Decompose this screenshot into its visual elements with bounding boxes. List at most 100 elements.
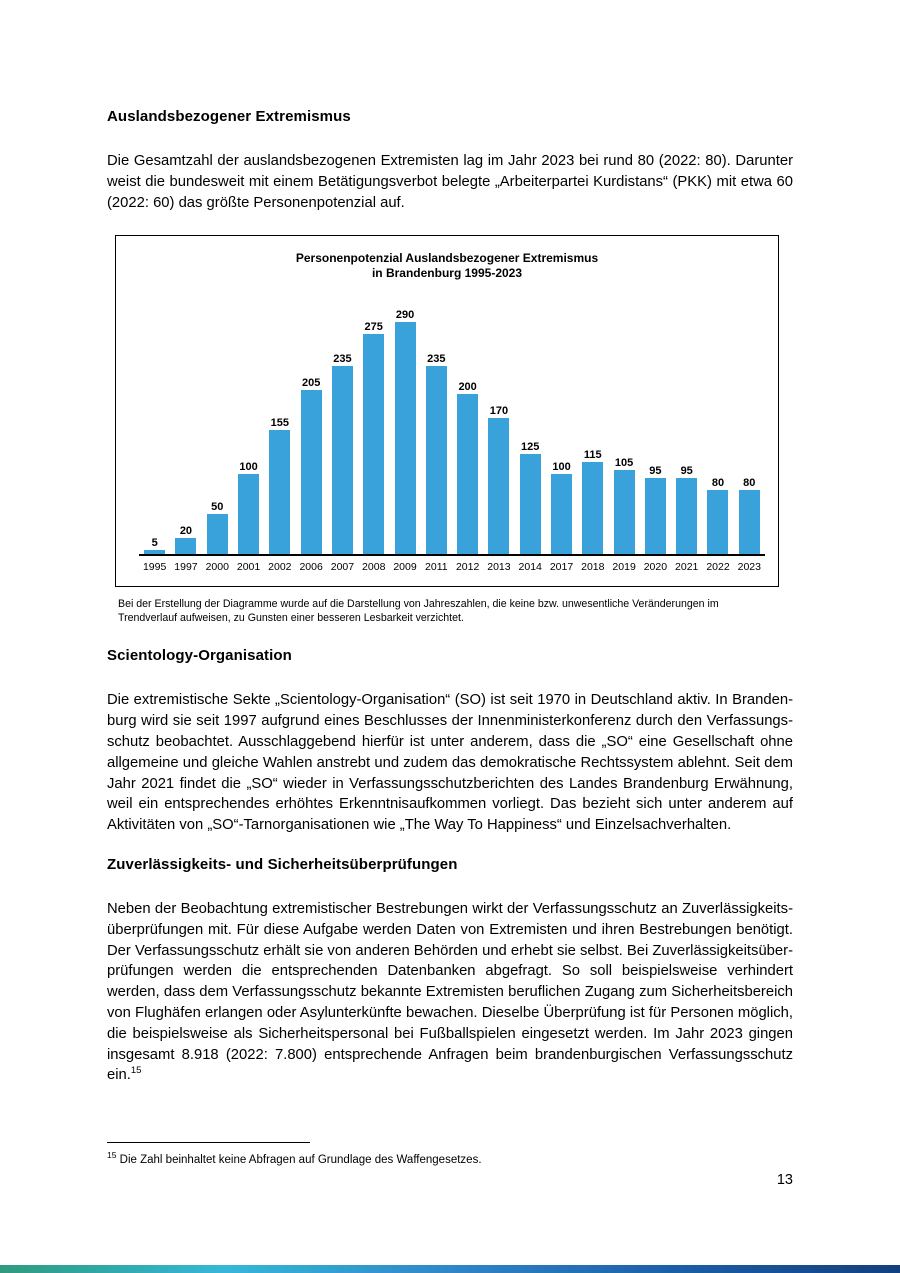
bar-column: 170 <box>483 405 514 555</box>
bar <box>644 478 666 555</box>
bar <box>738 490 760 555</box>
paragraph-auslandsbezogener-extremismus: Die Gesamtzahl der auslandsbezogenen Ext… <box>107 153 793 211</box>
bar-column: 105 <box>608 457 639 555</box>
chart-title-line1: Personenpotenzial Auslandsbezogener Extr… <box>295 251 599 266</box>
x-tick-label: 2023 <box>737 561 761 574</box>
bar-value-label: 155 <box>270 417 290 430</box>
footnote-marker: 15 <box>107 1150 117 1160</box>
bar-value-label: 5 <box>151 537 158 550</box>
bar-column: 50 <box>202 501 233 555</box>
bar <box>238 474 260 555</box>
footnote-block: 15 Die Zahl beinhaltet keine Abfragen au… <box>107 1142 793 1166</box>
bar <box>425 366 447 555</box>
bar-column: 100 <box>233 461 264 555</box>
bar-column: 115 <box>577 449 608 555</box>
bar-column: 100 <box>546 461 577 555</box>
chart-title-line2: in Brandenburg 1995-2023 <box>371 266 523 281</box>
bar <box>613 470 635 555</box>
chart-title: Personenpotenzial Auslandsbezogener Extr… <box>116 236 778 281</box>
bar-column: 95 <box>671 465 702 555</box>
bar-value-label: 95 <box>680 465 693 478</box>
x-tick-label: 2001 <box>236 561 261 574</box>
bar-column: 155 <box>264 417 295 555</box>
bar-value-label: 95 <box>649 465 662 478</box>
bar-column: 20 <box>170 525 201 555</box>
bar-value-label: 80 <box>711 477 725 490</box>
bar-column: 200 <box>452 381 483 555</box>
x-tick-label: 2011 <box>425 561 448 574</box>
footnote-body: Die Zahl beinhaltet keine Abfragen auf G… <box>116 1153 482 1166</box>
paragraph-scientology: Die extremistische Sekte „Scientology-Or… <box>107 692 793 834</box>
bar-column: 235 <box>327 353 358 555</box>
bar-column: 290 <box>389 309 420 555</box>
bar <box>206 514 228 555</box>
bar-value-label: 235 <box>427 353 446 366</box>
chart-footnote-caption: Bei der Erstellung der Diagramme wurde a… <box>118 598 719 625</box>
bar-value-label: 100 <box>552 461 571 474</box>
bar-column: 235 <box>421 353 452 555</box>
bar-column: 205 <box>295 377 326 555</box>
bar <box>582 462 604 555</box>
bar-value-label: 100 <box>239 461 258 474</box>
bar <box>144 550 166 555</box>
bar <box>676 478 698 555</box>
bar-value-label: 115 <box>583 449 602 462</box>
bar-value-label: 235 <box>333 353 352 366</box>
bar <box>551 474 572 555</box>
x-tick-label: 1997 <box>174 561 198 574</box>
bar-value-label: 105 <box>614 457 634 470</box>
bar-value-label: 200 <box>458 381 477 394</box>
bar <box>488 418 510 555</box>
chart-plot-area: 5 20 50 100 155 205 235 275 290 235 200 170 125 100 11… <box>139 298 765 586</box>
bar-value-label: 170 <box>489 405 509 418</box>
bar <box>269 430 291 555</box>
bar-column: 80 <box>734 477 765 555</box>
x-tick-label: 2009 <box>393 561 417 574</box>
bar-value-label: 275 <box>364 321 383 334</box>
x-tick-label: 2018 <box>581 561 605 574</box>
x-tick-label: 2017 <box>549 561 574 574</box>
bar-column: 80 <box>702 477 733 555</box>
footnote-text: 15 Die Zahl beinhaltet keine Abfragen au… <box>107 1150 793 1166</box>
x-tick-label: 1995 <box>142 561 167 574</box>
chart-x-axis-labels: 1995 1997 2000 2001 2002 2006 2007 2008 2009 2011… <box>139 561 765 586</box>
x-tick-label: 2002 <box>268 561 292 574</box>
bar <box>363 334 385 555</box>
bar-chart-figure: Personenpotenzial Auslandsbezogener Extr… <box>115 235 779 588</box>
x-tick-label: 2020 <box>643 561 668 574</box>
bar-column: 275 <box>358 321 389 555</box>
bar <box>457 394 479 555</box>
x-tick-label: 2007 <box>330 561 355 574</box>
bar <box>707 490 729 555</box>
section-heading-scientology: Scientology-Organisation <box>107 647 292 665</box>
bar <box>394 322 416 555</box>
bar <box>519 454 541 555</box>
footer-gradient-bar <box>0 1265 900 1273</box>
bar-value-label: 50 <box>211 501 224 514</box>
bar-column: 95 <box>640 465 671 555</box>
section-heading-zuverlaessigkeit: Zuverlässigkeits- und Sicherheitsüberprü… <box>107 855 458 873</box>
x-tick-label: 2021 <box>675 561 699 574</box>
x-tick-label: 2019 <box>612 561 636 574</box>
x-tick-label: 2006 <box>299 561 323 574</box>
bar <box>300 390 322 555</box>
x-tick-label: 2014 <box>518 561 542 574</box>
paragraph-zuverlaessigkeit: Neben der Beobachtung extremistischer Be… <box>107 899 793 1086</box>
bar-value-label: 290 <box>395 309 415 322</box>
bar-value-label: 20 <box>179 525 193 538</box>
paragraph-zuverlaessigkeit-text: Neben der Beobachtung extremistischer Be… <box>107 900 793 1084</box>
x-tick-label: 2012 <box>455 561 480 574</box>
x-tick-label: 2000 <box>205 561 229 574</box>
chart-bars: 5 20 50 100 155 205 235 275 290 235 200 170 125 100 11… <box>139 298 765 557</box>
bar-value-label: 125 <box>521 441 540 454</box>
page-number: 13 <box>776 1172 793 1188</box>
section-heading-auslandsbezogener-extremismus: Auslandsbezogener Extremismus <box>107 108 351 125</box>
bar-column: 125 <box>515 441 546 555</box>
footnote-reference-15: 15 <box>130 1065 142 1077</box>
bar <box>175 538 197 555</box>
bar-column: 5 <box>139 537 170 555</box>
bar <box>331 366 353 555</box>
x-tick-label: 2022 <box>706 561 730 574</box>
x-tick-label: 2013 <box>487 561 511 574</box>
